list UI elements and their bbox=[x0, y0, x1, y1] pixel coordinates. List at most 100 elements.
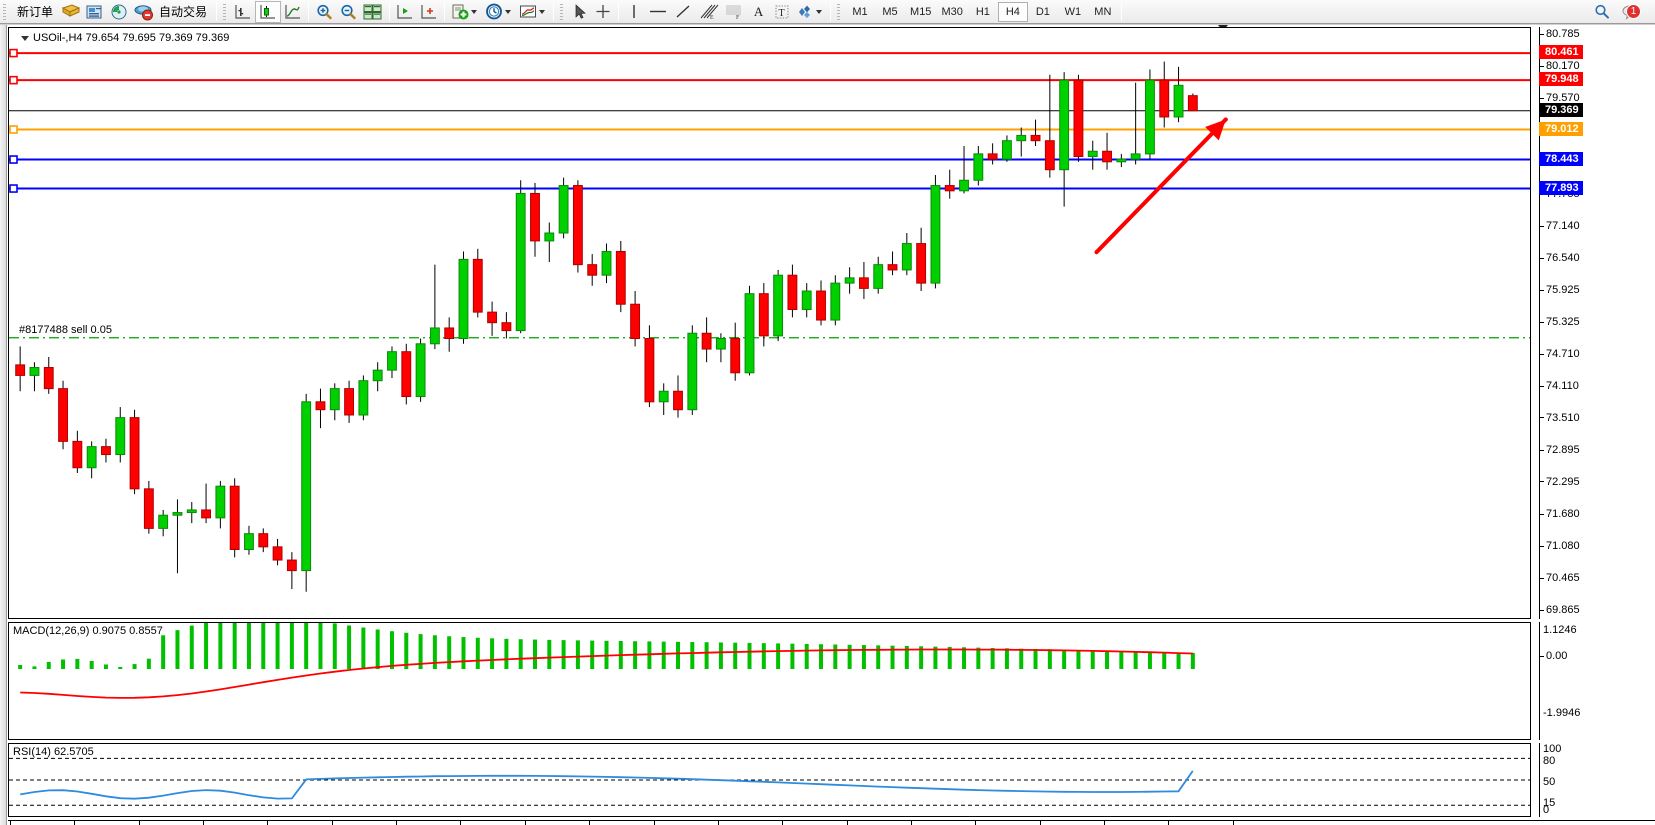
rsi-axis: 100 80 50 15 0 bbox=[1539, 743, 1655, 817]
chevron-down-icon-4[interactable] bbox=[816, 9, 823, 14]
macd-tick-2: -1.9946 bbox=[1543, 707, 1581, 719]
toolbar-grip-4[interactable] bbox=[836, 2, 844, 21]
chevron-down-icon-3[interactable] bbox=[539, 9, 546, 14]
zoom-in-icon bbox=[317, 4, 332, 19]
chat-button[interactable]: 1 bbox=[1621, 3, 1647, 21]
new-order-button[interactable]: 新订单 bbox=[11, 1, 59, 23]
chevron-down-icon-symbol[interactable] bbox=[21, 35, 29, 41]
toolbar-right-group: 1 bbox=[1593, 3, 1655, 21]
tile-windows-button[interactable] bbox=[360, 1, 386, 23]
auto-scroll-button[interactable] bbox=[393, 1, 417, 23]
equidistant-channel-button[interactable]: E bbox=[695, 1, 721, 23]
crosshair-tool-button[interactable] bbox=[591, 1, 615, 23]
zoom-in-button[interactable] bbox=[312, 1, 336, 23]
price-tick-14: 72.295 bbox=[1539, 476, 1580, 488]
time-sep-15 bbox=[975, 821, 977, 825]
horizontal-line-button[interactable] bbox=[645, 1, 671, 23]
price-tick-0: 80.785 bbox=[1539, 28, 1580, 40]
timeframe-m15[interactable]: M15 bbox=[910, 5, 932, 18]
toolbar-separator-5 bbox=[553, 2, 555, 21]
price-label-resistance-line-1[interactable]: 80.461 bbox=[1539, 45, 1583, 60]
cursor-tool-button[interactable] bbox=[568, 1, 591, 23]
vertical-line-icon bbox=[632, 4, 635, 18]
expert-advisor-button[interactable] bbox=[59, 1, 83, 23]
time-sep-3 bbox=[202, 821, 204, 825]
rsi-tick-50: 50 bbox=[1543, 776, 1556, 788]
clock-icon bbox=[486, 3, 502, 19]
objects-list-button[interactable] bbox=[793, 1, 827, 23]
chevron-down-icon[interactable] bbox=[471, 9, 478, 14]
price-tick-18: 69.865 bbox=[1539, 604, 1580, 616]
chart-scrollbar-left[interactable] bbox=[0, 25, 7, 825]
vertical-line-button[interactable] bbox=[622, 1, 645, 23]
bar-chart-button[interactable] bbox=[231, 1, 255, 23]
time-axis[interactable]: 7 Dec 20227 Dec 16:008 Dec 08:009 Dec 00… bbox=[8, 820, 1655, 825]
time-sep-11 bbox=[717, 821, 719, 825]
search-icon[interactable] bbox=[1593, 3, 1611, 21]
chart-shift-icon bbox=[421, 4, 437, 19]
time-sep-17 bbox=[1104, 821, 1106, 825]
toolbar-grip-2[interactable] bbox=[222, 2, 230, 21]
macd-axis: 1.1246 0.00 -1.9946 bbox=[1539, 622, 1655, 740]
main-toolbar: 新订单 bbox=[0, 0, 1655, 24]
rsi-pane[interactable]: RSI(14) 62.5705 bbox=[8, 743, 1531, 817]
price-label-support-line-2[interactable]: 77.893 bbox=[1539, 180, 1583, 195]
price-label-resistance-line-2[interactable]: 79.948 bbox=[1539, 72, 1583, 87]
rsi-tick-0: 0 bbox=[1543, 804, 1550, 816]
auto-trading-label: 自动交易 bbox=[159, 5, 208, 19]
price-tick-10: 74.710 bbox=[1539, 348, 1580, 360]
text-label-button[interactable]: T bbox=[770, 1, 793, 23]
time-sep-19 bbox=[1232, 821, 1234, 825]
auto-scroll-icon bbox=[397, 4, 413, 19]
price-tick-12: 73.510 bbox=[1539, 412, 1580, 424]
zoom-out-button[interactable] bbox=[336, 1, 360, 23]
text-button[interactable]: A bbox=[747, 1, 770, 23]
period-button[interactable] bbox=[482, 1, 516, 23]
fibonacci-icon: F bbox=[726, 5, 742, 21]
signals-button[interactable] bbox=[107, 1, 131, 23]
timeframe-w1[interactable]: W1 bbox=[1064, 5, 1082, 18]
price-tick-8: 75.925 bbox=[1539, 284, 1580, 296]
timeframe-m5[interactable]: M5 bbox=[882, 5, 898, 18]
trendline-button[interactable] bbox=[671, 1, 695, 23]
candlestick-chart-button[interactable] bbox=[255, 0, 282, 23]
add-indicator-button[interactable] bbox=[448, 1, 482, 23]
timeframe-m30[interactable]: M30 bbox=[941, 5, 963, 18]
toolbar-separator-4 bbox=[444, 2, 446, 21]
fibonacci-button[interactable]: F bbox=[721, 1, 747, 23]
timeframe-mn[interactable]: MN bbox=[1094, 5, 1112, 18]
timeframe-h1[interactable]: H1 bbox=[975, 5, 990, 18]
chart-area[interactable]: USOil-,H4 79.654 79.695 79.369 79.369 #8… bbox=[0, 24, 1655, 825]
trendline-icon bbox=[676, 4, 690, 18]
chart-shift-button[interactable] bbox=[417, 1, 441, 23]
price-label-last-price-line[interactable]: 79.369 bbox=[1539, 102, 1583, 117]
price-axis[interactable]: 80.78580.17079.57078.95578.35577.75577.1… bbox=[1539, 27, 1655, 619]
add-indicator-icon bbox=[452, 4, 469, 19]
news-button[interactable] bbox=[83, 1, 107, 23]
chevron-down-icon-2[interactable] bbox=[505, 9, 512, 14]
macd-pane[interactable]: MACD(12,26,9) 0.9075 0.8557 bbox=[8, 622, 1531, 740]
timeframe-m1[interactable]: M1 bbox=[852, 5, 868, 18]
price-label-support-line-1[interactable]: 78.443 bbox=[1539, 151, 1583, 166]
rsi-svg bbox=[9, 757, 1530, 806]
timeframe-d1[interactable]: D1 bbox=[1035, 5, 1050, 18]
price-tick-13: 72.895 bbox=[1539, 444, 1580, 456]
price-tick-7: 76.540 bbox=[1539, 252, 1580, 264]
price-tick-15: 71.680 bbox=[1539, 508, 1580, 520]
price-pane[interactable]: USOil-,H4 79.654 79.695 79.369 79.369 #8… bbox=[8, 27, 1531, 619]
price-label-pivot-line[interactable]: 79.012 bbox=[1539, 121, 1583, 136]
auto-trading-button[interactable]: 自动交易 bbox=[131, 1, 213, 23]
toolbar-grip[interactable] bbox=[2, 2, 9, 21]
symbol-header: USOil-,H4 79.654 79.695 79.369 79.369 bbox=[21, 32, 229, 44]
order-tag[interactable]: #8177488 sell 0.05 bbox=[17, 323, 114, 336]
timeframe-h4[interactable]: H4 bbox=[997, 1, 1028, 22]
time-sep-6 bbox=[396, 821, 398, 825]
toolbar-grip-3[interactable] bbox=[559, 2, 567, 21]
template-button[interactable] bbox=[516, 1, 550, 23]
bar-chart-icon bbox=[235, 4, 251, 19]
line-chart-button[interactable] bbox=[281, 1, 305, 23]
rsi-tick-80: 80 bbox=[1543, 755, 1556, 767]
tile-windows-icon bbox=[363, 4, 382, 19]
time-sep-5 bbox=[331, 821, 333, 825]
